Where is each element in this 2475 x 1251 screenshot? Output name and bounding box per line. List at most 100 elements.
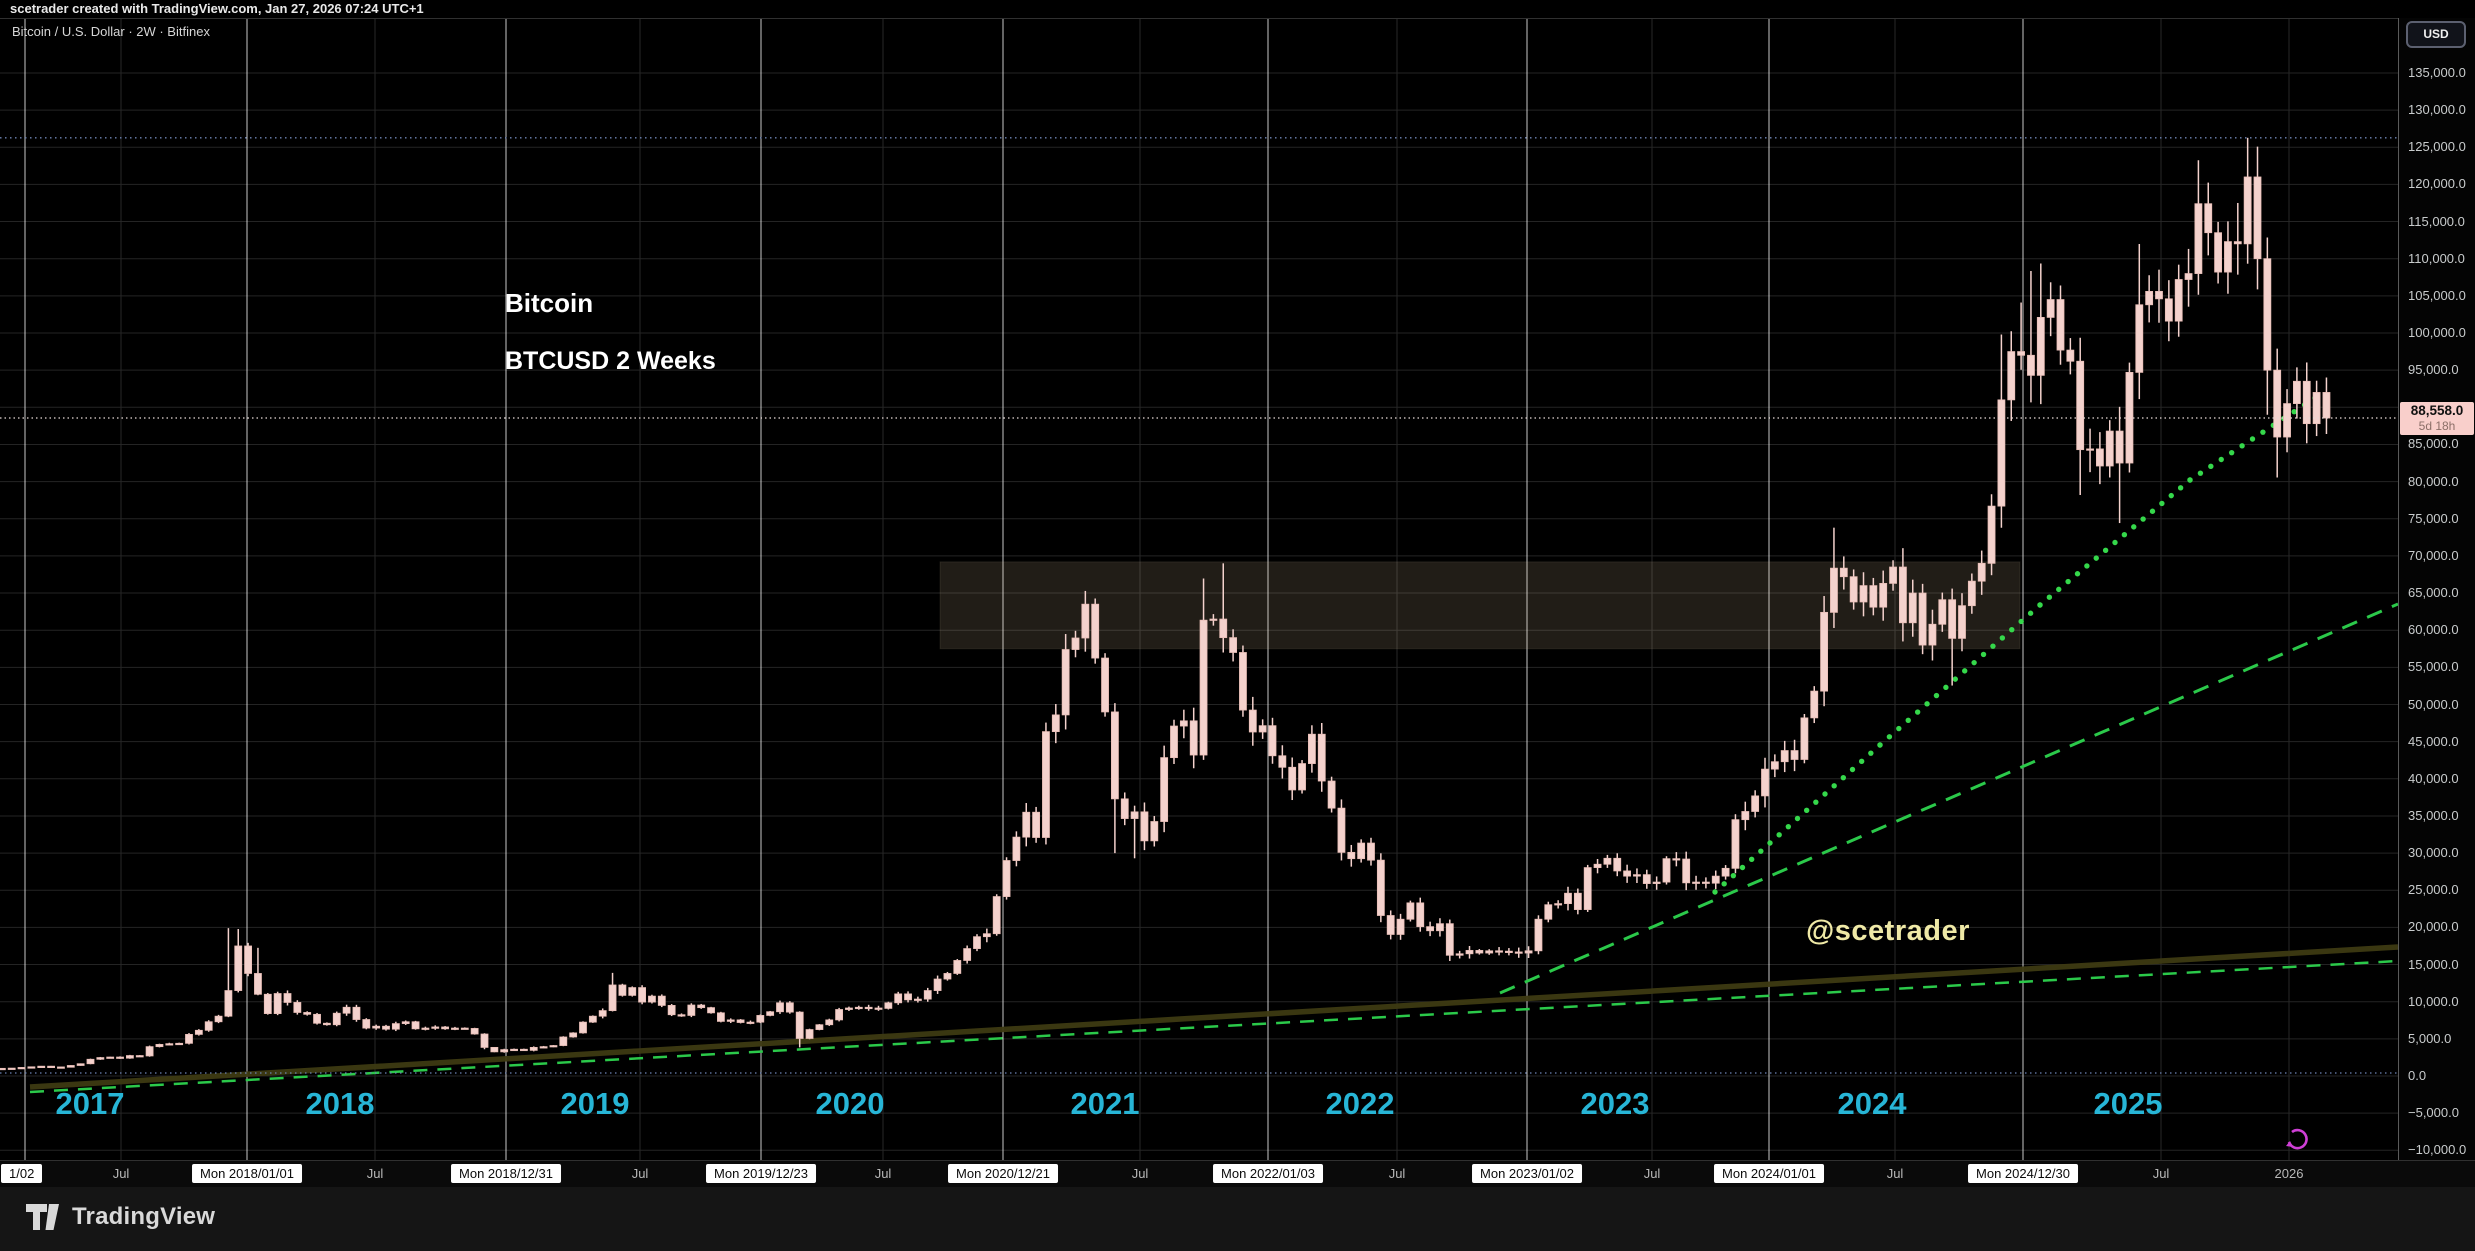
candle-body	[2076, 360, 2085, 451]
candle-body	[923, 990, 932, 1000]
currency-usd-button[interactable]: USD	[2406, 21, 2466, 48]
candle-body	[1367, 842, 1375, 861]
time-tick-label: 2026	[2274, 1166, 2304, 1181]
dotted-curve-point	[1721, 881, 1727, 887]
candle-body	[825, 1019, 834, 1026]
candle-body	[1583, 867, 1592, 910]
price-tick-label: 135,000.0	[2408, 64, 2466, 80]
candle-body	[2007, 351, 2016, 401]
price-tick-label: 130,000.0	[2408, 102, 2466, 118]
candle-body	[421, 1027, 430, 1030]
price-tick-label: 45,000.0	[2408, 733, 2459, 749]
candle-body	[2204, 203, 2213, 234]
dotted-curve-point	[1877, 742, 1883, 748]
candle-body	[520, 1048, 528, 1052]
tradingview-logo-text: TradingView	[72, 1203, 216, 1230]
dotted-curve-point	[2121, 531, 2128, 538]
candle-body	[1948, 599, 1957, 639]
highlight-box	[939, 561, 2021, 650]
candle-body	[1692, 881, 1700, 884]
candle-body	[2214, 232, 2223, 273]
dotted-curve-point	[2018, 618, 2024, 625]
candle-body	[1938, 599, 1947, 625]
candle-body	[293, 1002, 302, 1013]
candle-body	[1928, 623, 1937, 646]
candle-body	[1012, 836, 1021, 861]
candle-body	[766, 1011, 775, 1016]
dotted-curve-point	[2218, 456, 2224, 463]
candle-body	[1258, 725, 1267, 733]
candle-body	[1445, 923, 1454, 956]
date-label-pill: Mon 2022/01/03	[1213, 1164, 1323, 1183]
candle-body	[667, 1005, 676, 1016]
candle-body	[2086, 448, 2094, 451]
candle-body	[1623, 870, 1631, 877]
candle-body	[1327, 780, 1336, 809]
time-tick-label: Jul	[874, 1166, 892, 1181]
candle-body	[726, 1019, 735, 1022]
candle-body	[845, 1007, 853, 1010]
candle-body	[1179, 720, 1188, 727]
dotted-curve-point	[1758, 848, 1764, 854]
candle-body	[1140, 811, 1149, 842]
watermark-handle: @scetrader	[1806, 915, 1970, 947]
dotted-curve-point	[2131, 524, 2137, 530]
magenta-cycle-icon[interactable]	[2286, 1128, 2308, 1150]
candle-body	[776, 1002, 784, 1013]
footer-bar: TradingView	[0, 1186, 2475, 1251]
support-trendline-flat	[29, 959, 2398, 1094]
candle-body	[1465, 950, 1474, 955]
current-price-label[interactable]: 88,558.0 5d 18h	[2400, 402, 2474, 435]
candle-body	[1426, 926, 1434, 932]
price-tick-label: 125,000.0	[2408, 139, 2466, 155]
time-axis[interactable]: 1/02 Mon 2018/01/01 Mon 2018/12/31 Mon 2019…	[0, 1160, 2475, 1187]
time-tick-label: Jul	[631, 1166, 649, 1181]
candle-body	[1317, 733, 1326, 782]
candle-body	[451, 1027, 459, 1030]
candle-body	[1386, 915, 1395, 935]
candle-body	[1770, 761, 1779, 770]
magenta-cycle-arrowhead	[2286, 1141, 2293, 1147]
dotted-curve-point	[2112, 539, 2118, 546]
candle-body	[943, 973, 952, 980]
candle-body	[795, 1011, 804, 1039]
candle-body	[1524, 950, 1533, 954]
candle-body	[549, 1045, 558, 1048]
date-label-pill: Mon 2024/01/01	[1714, 1164, 1824, 1183]
year-label-2018: 2018	[305, 1086, 375, 1121]
candle-body	[1229, 637, 1237, 653]
candle-body	[490, 1046, 499, 1053]
candle-body	[1633, 874, 1641, 877]
candle-body	[0, 1067, 6, 1071]
dotted-curve-point	[1813, 799, 1819, 805]
candle-body	[2155, 290, 2163, 300]
candle-body	[707, 1007, 715, 1014]
dotted-curve-point	[1831, 783, 1837, 789]
date-label-pill: Mon 2024/12/30	[1968, 1164, 2078, 1183]
candle-body	[96, 1057, 105, 1060]
candle-body	[1278, 755, 1287, 768]
candle-body	[1032, 811, 1040, 838]
candle-body	[539, 1046, 548, 1049]
dotted-curve-point	[1785, 823, 1792, 830]
candle-body	[1189, 720, 1198, 756]
candle-body	[391, 1023, 400, 1030]
tradingview-logo[interactable]: TradingView	[26, 1203, 215, 1231]
candle-body	[1534, 918, 1543, 952]
candle-body	[648, 995, 656, 1003]
candle-body	[1081, 603, 1090, 639]
candle-body	[1120, 798, 1129, 819]
dotted-curve-point	[2065, 578, 2071, 585]
symbol-title[interactable]: Bitcoin / U.S. Dollar · 2W · Bitfinex	[12, 24, 210, 39]
dotted-curve-point	[2009, 627, 2015, 633]
candle-body	[1977, 562, 1986, 582]
time-tick-label: Jul	[1131, 1166, 1149, 1181]
candle-body	[982, 933, 991, 938]
dotted-curve-point	[1822, 791, 1828, 797]
price-axis[interactable]: USD 135,000.0 130,000.0 125,000.0 120,000.0…	[2398, 18, 2475, 1160]
dotted-curve-point	[1980, 651, 1987, 658]
candle-body	[1899, 566, 1907, 624]
